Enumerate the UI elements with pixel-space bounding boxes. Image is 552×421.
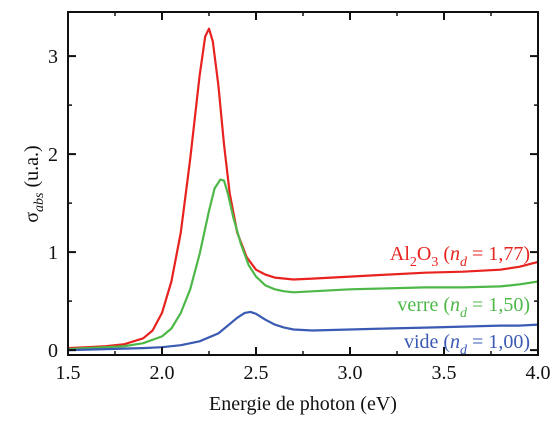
y-tick-label: 3 [48,46,58,68]
y-tick-label: 2 [48,144,58,166]
x-tick-label: 3.5 [432,362,457,384]
x-tick-label: 4.0 [526,362,551,384]
y-tick-label: 1 [48,242,58,264]
chart-curves [67,27,539,352]
y-tick-label: 0 [48,340,58,362]
series-line-2 [67,310,539,352]
x-tick-label: 3.0 [338,362,363,384]
series-line-1 [67,178,539,351]
y-axis-title: σabs (u.a.) [21,145,47,222]
series-label-al2o3: Al2O3 (nd = 1,77) [390,243,530,270]
series-label-vide: vide (nd = 1,00) [404,331,530,358]
series-labels: Al2O3 (nd = 1,77) verre (nd = 1,50) vide… [390,243,530,358]
x-tick-label: 2.0 [150,362,175,384]
x-axis-title: Energie de photon (eV) [209,393,397,415]
x-tick-label: 2.5 [244,362,269,384]
x-tick-label: 1.5 [56,362,81,384]
series-label-verre: verre (nd = 1,50) [397,294,530,321]
series-line-0 [67,27,539,350]
plot-frame [67,11,539,356]
chart-ticks: 1.5 2.0 2.5 3.0 3.5 4.0 0 1 2 3 [48,12,551,384]
